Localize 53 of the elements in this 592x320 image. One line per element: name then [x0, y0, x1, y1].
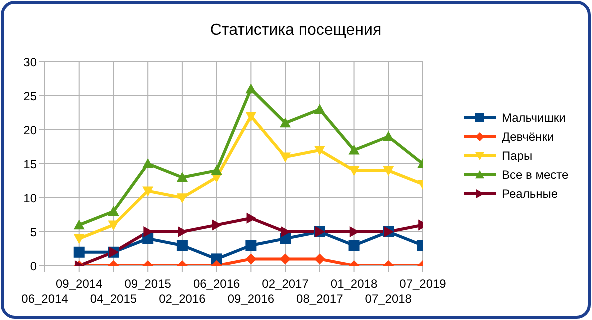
point — [142, 186, 154, 197]
y-tick-label: 5 — [30, 225, 38, 240]
point — [348, 166, 360, 176]
chart-title: Статистика посещения — [209, 22, 383, 40]
x-tick-label: 02_2016 — [159, 292, 206, 306]
x-tick-label: 08_2017 — [296, 292, 344, 306]
point — [246, 212, 257, 224]
x-tick-label: 04_2015 — [90, 292, 138, 306]
point — [314, 254, 326, 265]
x-tick-label: 01_2018 — [330, 277, 378, 291]
y-tick-label: 25 — [24, 89, 38, 104]
point — [280, 254, 292, 265]
point — [314, 146, 326, 156]
point — [176, 194, 188, 204]
point — [176, 240, 188, 252]
point — [74, 246, 85, 258]
point — [314, 104, 326, 114]
point — [280, 152, 292, 163]
x-tick-label: 09_2014 — [56, 277, 104, 291]
point — [246, 254, 257, 265]
point — [176, 172, 188, 182]
legend-label: Мальчишки — [502, 110, 566, 124]
legend-label: Реальные — [502, 186, 558, 200]
x-tick-label: 06_2014 — [22, 292, 69, 306]
y-tick-label: 0 — [30, 259, 38, 274]
point — [280, 118, 292, 128]
point — [383, 166, 394, 176]
y-tick-label: 15 — [24, 157, 38, 172]
legend-label: Все в месте — [502, 168, 569, 182]
x-tick-label: 07_2019 — [400, 277, 447, 291]
point — [108, 220, 120, 231]
x-tick-label: 07_2018 — [365, 292, 412, 306]
point — [211, 165, 222, 176]
point — [348, 240, 360, 252]
x-tick-label: 02_2017 — [262, 277, 310, 291]
point — [246, 112, 257, 122]
legend-label: Пары — [502, 148, 533, 162]
x-tick-label: 06_2016 — [193, 277, 240, 291]
x-tick-label: 09_2015 — [124, 277, 172, 291]
point — [246, 240, 257, 252]
point — [212, 220, 222, 231]
point — [142, 158, 154, 168]
point — [74, 220, 85, 230]
legend-label: Девчёнки — [502, 130, 554, 144]
y-tick-label: 30 — [24, 55, 38, 70]
x-tick-label: 09_2016 — [228, 292, 275, 306]
y-tick-label: 20 — [24, 123, 38, 138]
point — [246, 84, 257, 94]
point — [178, 226, 188, 238]
point — [348, 144, 360, 155]
point — [108, 206, 120, 216]
y-tick-label: 10 — [24, 191, 38, 206]
point — [74, 234, 85, 244]
